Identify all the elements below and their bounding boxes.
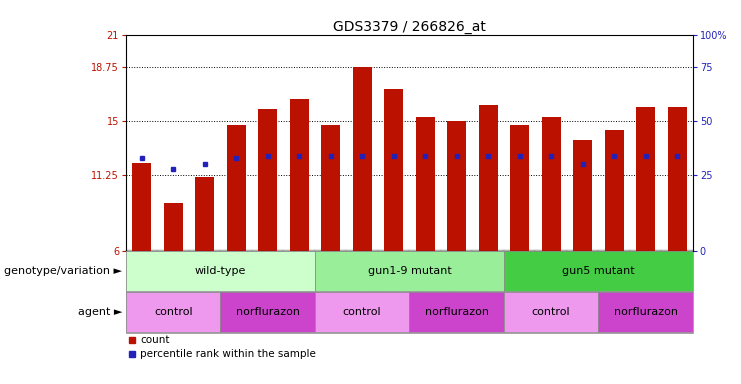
Text: gun5 mutant: gun5 mutant: [562, 266, 635, 276]
Bar: [409, 292, 504, 332]
Bar: [599, 292, 693, 332]
Bar: [290, 99, 308, 251]
Bar: [510, 125, 529, 251]
Bar: [164, 203, 182, 251]
Text: percentile rank within the sample: percentile rank within the sample: [140, 349, 316, 359]
Bar: [668, 107, 687, 251]
Bar: [126, 252, 315, 291]
Bar: [636, 107, 655, 251]
Text: norflurazon: norflurazon: [236, 307, 299, 317]
Text: norflurazon: norflurazon: [614, 307, 677, 317]
Bar: [196, 177, 214, 251]
Bar: [504, 252, 693, 291]
Bar: [126, 292, 221, 332]
Bar: [221, 292, 315, 332]
Bar: [447, 121, 466, 251]
Bar: [258, 109, 277, 251]
Bar: [574, 140, 592, 251]
Bar: [315, 292, 409, 332]
Bar: [504, 292, 598, 332]
Text: control: control: [343, 307, 382, 317]
Bar: [479, 105, 497, 251]
Text: control: control: [532, 307, 571, 317]
Bar: [384, 89, 403, 251]
Text: agent ►: agent ►: [78, 307, 122, 317]
Bar: [605, 130, 623, 251]
Bar: [322, 125, 340, 251]
Title: GDS3379 / 266826_at: GDS3379 / 266826_at: [333, 20, 486, 33]
Text: gun1-9 mutant: gun1-9 mutant: [368, 266, 451, 276]
Text: genotype/variation ►: genotype/variation ►: [4, 266, 122, 276]
Bar: [133, 163, 151, 251]
Text: wild-type: wild-type: [195, 266, 246, 276]
Bar: [353, 67, 371, 251]
Text: count: count: [140, 334, 170, 344]
Text: control: control: [154, 307, 193, 317]
Bar: [227, 125, 246, 251]
Text: norflurazon: norflurazon: [425, 307, 488, 317]
Bar: [542, 117, 560, 251]
Bar: [416, 117, 434, 251]
Bar: [315, 252, 504, 291]
